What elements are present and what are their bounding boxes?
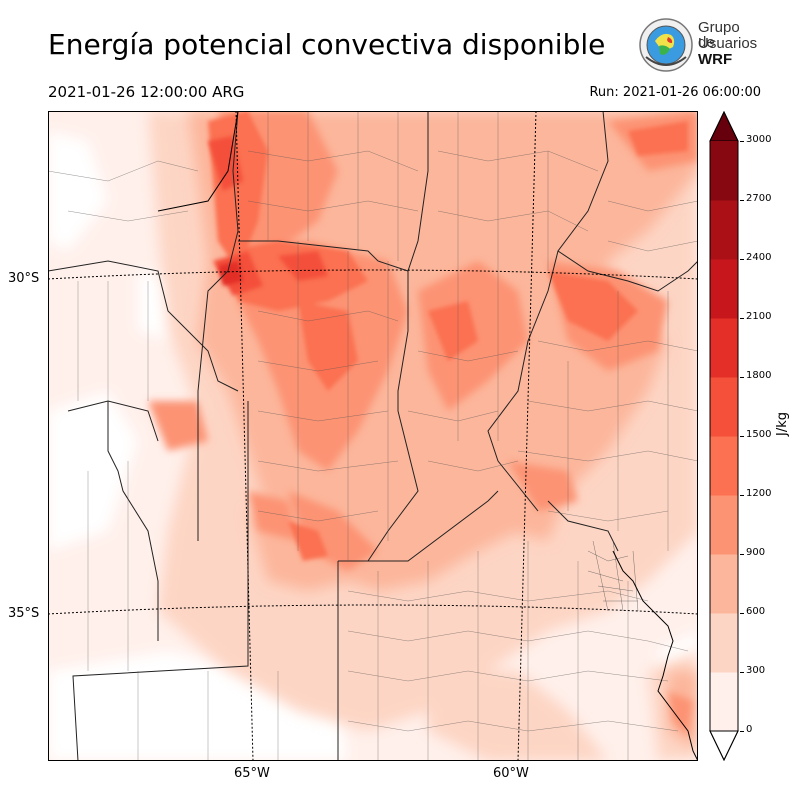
colorbar-bin-4 <box>710 436 738 496</box>
colorbar-tick-label: 2100 <box>746 311 772 322</box>
logo-line-3: WRF <box>698 51 733 68</box>
map-title: Energía potencial convectiva disponible <box>48 28 606 61</box>
gridline-lat-30s <box>48 269 698 280</box>
run-time: Run: 2021-01-26 06:00:00 <box>589 85 761 100</box>
colorbar-extend-max <box>709 111 739 142</box>
colorbar-tick-label: 300 <box>746 665 766 676</box>
colorbar-tick-mark <box>740 259 744 260</box>
gridline-lon-60w <box>517 111 537 761</box>
colorbar-tick-mark <box>740 318 744 319</box>
globe-icon <box>639 18 693 72</box>
lat-label-30s: 30°S <box>8 271 40 286</box>
colorbar-bin-1 <box>710 613 738 673</box>
lat-label-35s: 35°S <box>8 606 40 621</box>
colorbar-tick-mark <box>740 672 744 673</box>
valid-time: 2021-01-26 12:00:00 ARG <box>48 83 245 101</box>
logo-line-1: Grupo de <box>698 19 740 51</box>
colorbar-bin-8 <box>710 200 738 260</box>
colorbar <box>709 111 739 761</box>
colorbar-tick-mark <box>740 554 744 555</box>
colorbar-tick-mark <box>740 731 744 732</box>
gridline-lat-35s <box>48 604 698 615</box>
colorbar-tick-label: 0 <box>746 724 753 735</box>
colorbar-bin-2 <box>710 554 738 614</box>
colorbar-bin-6 <box>710 318 738 378</box>
wrf-logo: Grupo de Usuarios WRF <box>638 17 760 73</box>
colorbar-tick-label: 600 <box>746 606 766 617</box>
colorbar-tick-label: 2400 <box>746 252 772 263</box>
cape-map <box>48 111 698 761</box>
colorbar-label: J/kg <box>775 412 790 436</box>
colorbar-bin-3 <box>710 495 738 555</box>
colorbar-bin-7 <box>710 259 738 319</box>
colorbar-tick-mark <box>740 495 744 496</box>
colorbar-tick-label: 900 <box>746 547 766 558</box>
lon-label-60w: 60°W <box>493 766 529 781</box>
colorbar-bin-9 <box>710 141 738 201</box>
gridline-lon-65w <box>235 111 254 761</box>
logo-line-2: Usuarios <box>698 35 758 52</box>
colorbar-tick-mark <box>740 141 744 142</box>
lon-label-65w: 65°W <box>234 766 270 781</box>
colorbar-tick-mark <box>740 377 744 378</box>
colorbar-extend-min <box>709 730 739 761</box>
colorbar-tick-mark <box>740 613 744 614</box>
colorbar-tick-label: 3000 <box>746 134 772 145</box>
colorbar-tick-mark <box>740 436 744 437</box>
colorbar-tick-mark <box>740 200 744 201</box>
colorbar-bin-5 <box>710 377 738 437</box>
colorbar-bin-0 <box>710 672 738 732</box>
colorbar-tick-label: 1500 <box>746 429 772 440</box>
colorbar-tick-label: 2700 <box>746 193 772 204</box>
colorbar-tick-label: 1200 <box>746 488 772 499</box>
colorbar-tick-label: 1800 <box>746 370 772 381</box>
